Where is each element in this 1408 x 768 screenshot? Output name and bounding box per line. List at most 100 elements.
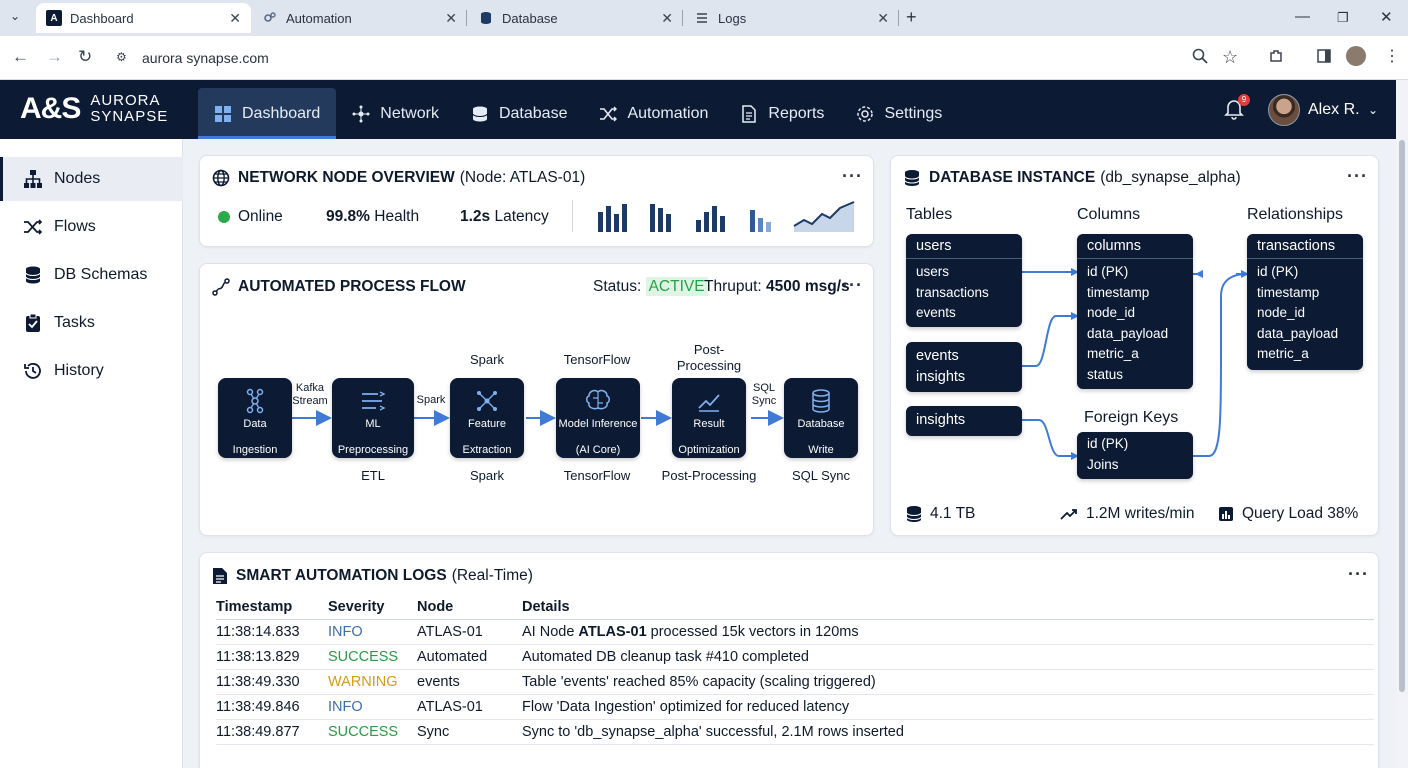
tab-label: Logs	[718, 10, 747, 26]
nodes-icon	[475, 388, 499, 414]
reload-icon[interactable]: ↻	[78, 47, 93, 66]
extensions-icon[interactable]	[1268, 48, 1284, 69]
url-text[interactable]: aurora synapse.com	[142, 50, 269, 66]
nav-automation[interactable]: Automation	[583, 88, 724, 139]
nav-network[interactable]: Network	[336, 88, 455, 139]
gears-icon	[262, 10, 278, 26]
sidebar-item-tasks[interactable]: Tasks	[0, 301, 183, 345]
logs-more-button[interactable]: ···	[1348, 564, 1369, 584]
table-row[interactable]: 11:38:49.846 INFO ATLAS-01 Flow 'Data In…	[216, 694, 1374, 720]
flow-node-model-inference[interactable]: Model Inference (AI Core)	[556, 378, 640, 458]
tab-search-icon[interactable]: ⌄	[10, 9, 21, 23]
severity-badge: INFO	[328, 619, 417, 645]
table-columns[interactable]: columns id (PK) timestamp node_id data_pay…	[1077, 234, 1193, 389]
bell-icon	[1224, 100, 1244, 124]
browser-tab-dashboard[interactable]: A Dashboard ✕	[36, 3, 251, 33]
zoom-icon[interactable]	[1192, 48, 1208, 69]
sidebar-item-nodes[interactable]: Nodes	[0, 157, 183, 201]
severity-badge: INFO	[328, 694, 417, 720]
database-icon	[22, 264, 44, 286]
nav-dashboard[interactable]: Dashboard	[198, 88, 337, 139]
site-info-icon[interactable]: ⚙	[116, 50, 127, 64]
close-icon[interactable]: ✕	[229, 9, 241, 26]
page-scrollbar[interactable]	[1396, 80, 1408, 768]
bar-chart-icon	[1218, 506, 1234, 522]
nav-settings[interactable]: Settings	[840, 88, 958, 139]
user-menu[interactable]: Alex R. ⌄	[1308, 101, 1379, 118]
chart-icon	[697, 388, 721, 414]
severity-badge: SUCCESS	[328, 644, 417, 670]
database-icon	[471, 105, 489, 123]
notifications-button[interactable]: 9	[1224, 94, 1250, 125]
flow-status: Status: ACTIVE	[593, 277, 708, 296]
database-more-button[interactable]: ···	[1347, 166, 1368, 186]
col-title-tables: Tables	[906, 206, 953, 223]
foreign-keys-box[interactable]: id (PK) Joins	[1077, 432, 1193, 479]
document-icon	[212, 567, 228, 585]
sidebar-item-history[interactable]: History	[0, 349, 183, 393]
severity-badge: SUCCESS	[328, 719, 417, 745]
forward-icon[interactable]: →	[46, 47, 63, 66]
logs-title: SMART AUTOMATION LOGS (Real-Time)	[212, 567, 533, 585]
main-nav: Dashboard Network Database Automation Re…	[198, 88, 958, 139]
side-panel-icon[interactable]	[1316, 48, 1332, 69]
severity-badge: WARNING	[328, 669, 417, 695]
table-row[interactable]: 11:38:13.829 SUCCESS Automated Automated…	[216, 644, 1374, 670]
edge-label-sql-sync: SQL Sync	[751, 382, 777, 407]
status-active-badge: ACTIVE	[645, 277, 708, 296]
flow-node-feature-extraction[interactable]: Feature Extraction	[450, 378, 524, 458]
table-users[interactable]: users users transactions events	[906, 234, 1022, 327]
db-query-load-stat: Query Load 38%	[1218, 505, 1358, 523]
status-online: Online	[218, 208, 283, 226]
bookmark-star-icon[interactable]: ☆	[1222, 47, 1239, 67]
menu-dots-icon[interactable]: ⋮	[1384, 48, 1400, 65]
flow-label-tensorflow-above: TensorFlow	[563, 352, 631, 367]
hierarchy-icon	[22, 168, 44, 190]
table-row[interactable]: 11:38:49.877 SUCCESS Sync Sync to 'db_sy…	[216, 719, 1374, 745]
flow-node-data-ingestion[interactable]: Data Ingestion	[218, 378, 292, 458]
flow-node-database-write[interactable]: Database Write	[784, 378, 858, 458]
close-icon[interactable]: ✕	[445, 9, 457, 26]
close-icon[interactable]: ✕	[661, 9, 673, 26]
close-icon[interactable]: ✕	[877, 9, 889, 26]
window-close-icon[interactable]: ✕	[1380, 9, 1393, 26]
table-insights[interactable]: insights	[906, 406, 1022, 436]
sidebar-item-flows[interactable]: Flows	[0, 205, 183, 249]
edge-label-spark: Spark	[416, 394, 446, 406]
table-row[interactable]: 11:38:49.330 WARNING events Table 'event…	[216, 669, 1374, 695]
back-icon[interactable]: ←	[12, 47, 29, 66]
tab-label: Dashboard	[70, 10, 134, 26]
browser-tab-automation[interactable]: Automation ✕	[252, 3, 467, 33]
flow-node-ml-preprocessing[interactable]: ML Preprocessing	[332, 378, 414, 458]
trend-up-icon	[1060, 507, 1078, 521]
new-tab-button[interactable]: +	[906, 7, 917, 27]
health-metric: 99.8% Health	[326, 208, 420, 225]
process-flow-title: AUTOMATED PROCESS FLOW	[212, 278, 471, 296]
list-icon	[694, 10, 710, 26]
flow-throughput: Thruput: 4500 msg/s	[704, 278, 850, 295]
user-avatar[interactable]	[1268, 94, 1300, 126]
table-events[interactable]: events insights	[906, 342, 1022, 392]
nav-database[interactable]: Database	[455, 88, 584, 139]
network-icon	[352, 105, 370, 123]
flow-node-result-optimization[interactable]: Result Optimization	[672, 378, 746, 458]
col-title-relationships: Relationships	[1247, 206, 1344, 223]
table-row[interactable]: 11:38:14.833 INFO ATLAS-01 AI Node ATLAS…	[216, 619, 1374, 645]
flow-arrows	[292, 410, 784, 426]
restore-icon[interactable]: ❐	[1337, 10, 1349, 25]
minimize-icon[interactable]: —	[1295, 8, 1310, 25]
nav-reports[interactable]: Reports	[724, 88, 840, 139]
sidebar-item-db-schemas[interactable]: DB Schemas	[0, 253, 183, 297]
table-transactions[interactable]: transactions id (PK) timestamp node_id dat…	[1247, 234, 1363, 370]
process-flow-more-button[interactable]: ···	[842, 275, 863, 295]
browser-tab-logs[interactable]: Logs ✕	[684, 3, 899, 33]
automation-logs-card: SMART AUTOMATION LOGS (Real-Time) ··· Tim…	[199, 552, 1379, 768]
app-logo[interactable]: A&S AURORA SYNAPSE	[20, 92, 168, 126]
flow-label-postprocessing-below: Post-Processing	[661, 468, 757, 483]
node-overview-more-button[interactable]: ···	[842, 166, 863, 186]
profile-avatar[interactable]	[1346, 46, 1366, 66]
scrollbar-thumb[interactable]	[1399, 140, 1405, 692]
browser-tab-database[interactable]: Database ✕	[468, 3, 683, 33]
schema-connectors	[1022, 268, 1249, 460]
flow-label-etl: ETL	[361, 468, 385, 483]
